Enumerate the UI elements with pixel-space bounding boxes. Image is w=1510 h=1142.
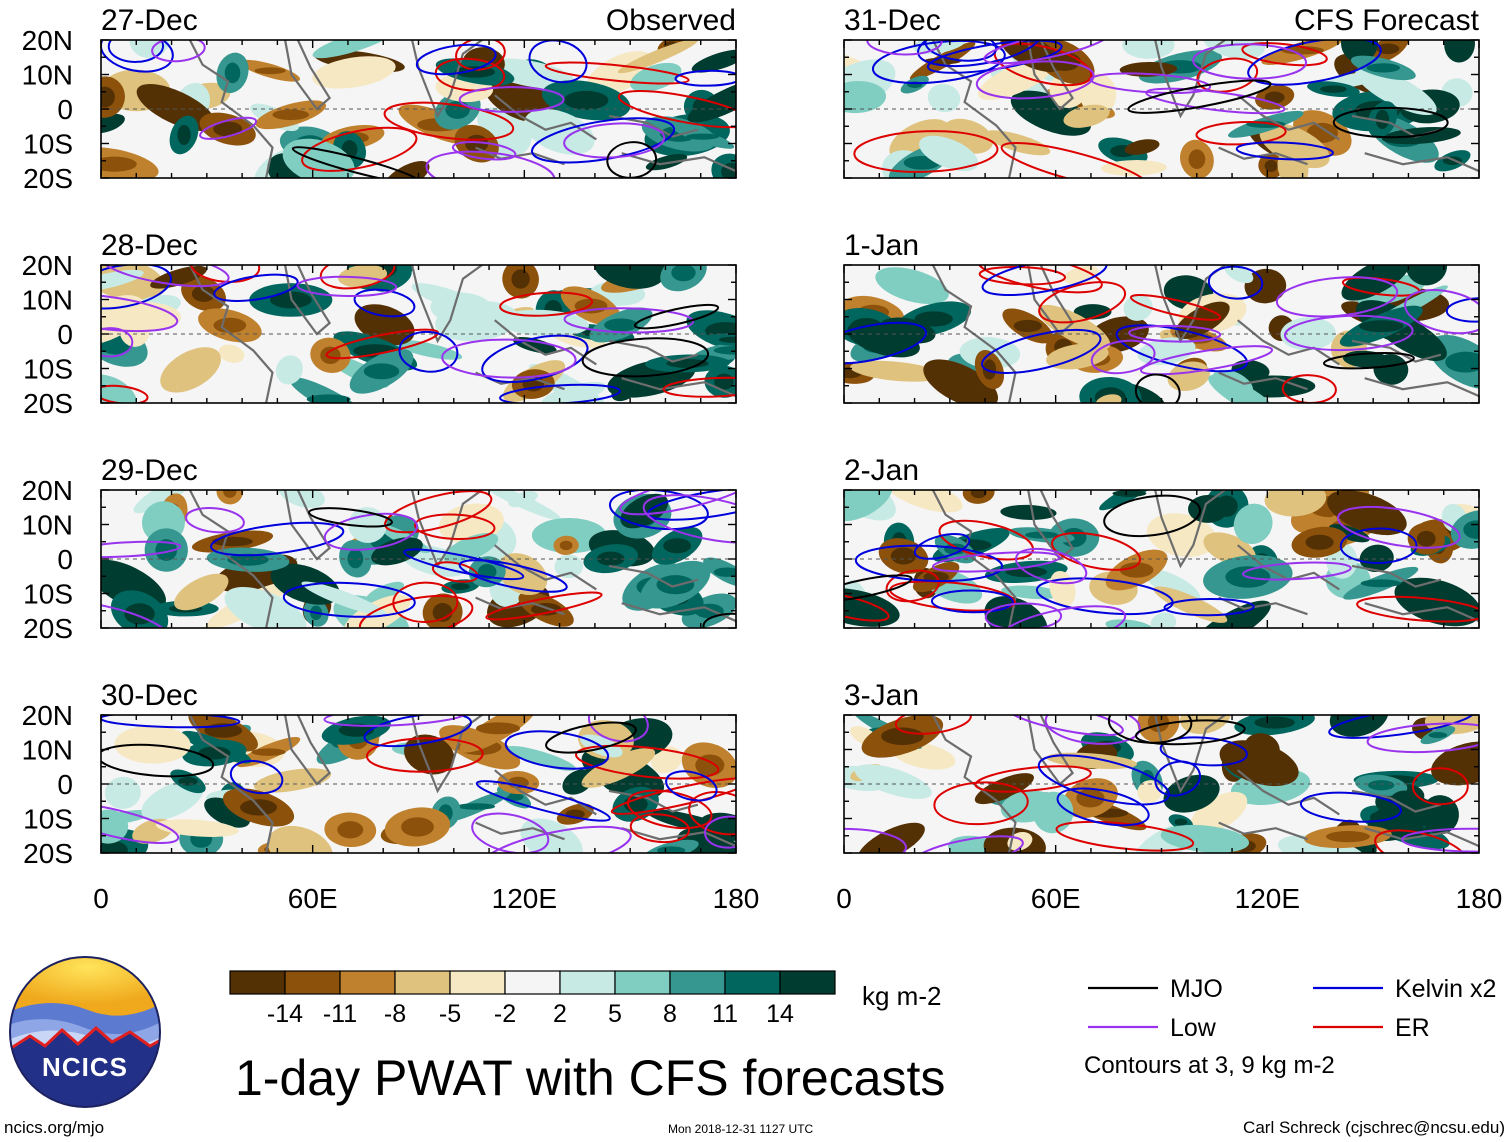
y-tick-label: 10S: [23, 804, 73, 835]
y-tick-label: 20S: [23, 838, 73, 869]
colorbar-tick-label: -5: [439, 1000, 461, 1028]
panel-date: 29-Dec: [101, 454, 198, 487]
colorbar-swatch: [284, 970, 341, 995]
y-tick-label: 20S: [23, 613, 73, 644]
y-tick-label: 20N: [22, 475, 73, 506]
y-tick-label: 20S: [23, 388, 73, 419]
ncics-logo: NCICS: [9, 956, 161, 1108]
footer-site: ncics.org/mjo: [4, 1118, 104, 1137]
x-tick-label: 180: [1456, 883, 1503, 914]
colorbar-tick-label: 11: [712, 1000, 738, 1028]
x-tick-label: 60E: [288, 883, 338, 914]
y-tick-label: 0: [57, 94, 73, 125]
footer-timestamp: Mon 2018-12-31 1127 UTC: [668, 1122, 814, 1136]
y-tick-label: 10S: [23, 354, 73, 385]
legend-item: MJO: [1088, 975, 1223, 1003]
x-tick-label: 120E: [492, 883, 557, 914]
colorbar-swatch: [614, 970, 671, 995]
contour-note: Contours at 3, 9 kg m-2: [1084, 1052, 1335, 1079]
y-tick-label: 20N: [22, 250, 73, 281]
y-tick-label: 20N: [22, 25, 73, 56]
footer-credit: Carl Schreck (cjschrec@ncsu.edu): [1243, 1118, 1505, 1137]
map-panel: 31-Dec: [843, 4, 1480, 179]
colorbar-tick-label: 8: [663, 1000, 677, 1028]
x-tick-label: 60E: [1031, 883, 1081, 914]
logo-text: NCICS: [42, 1052, 128, 1082]
colorbar-swatch: [779, 970, 836, 995]
colorbar-swatch: [504, 970, 561, 995]
x-tick-label: 180: [713, 883, 760, 914]
colorbar-tick-label: -2: [494, 1000, 516, 1028]
panel-date: 1-Jan: [844, 229, 919, 262]
panel-grid: Observed27-Dec20N10N010S20S28-Dec20N10N0…: [22, 4, 1503, 914]
legend-item: ER: [1313, 1014, 1430, 1042]
column-header: CFS Forecast: [1294, 4, 1480, 37]
legend-label: ER: [1395, 1014, 1430, 1042]
colorbar-tick-label: 2: [553, 1000, 567, 1028]
panel-date: 28-Dec: [101, 229, 198, 262]
legend-label: Low: [1170, 1014, 1217, 1042]
y-tick-label: 10N: [22, 510, 73, 541]
x-tick-label: 120E: [1235, 883, 1300, 914]
y-tick-label: 20S: [23, 163, 73, 194]
legend-label: Kelvin x2: [1395, 975, 1496, 1003]
legend-label: MJO: [1170, 975, 1223, 1003]
y-tick-label: 10N: [22, 285, 73, 316]
colorbar-tick-label: -11: [323, 1000, 357, 1028]
panel-date: 3-Jan: [844, 679, 919, 712]
colorbar-swatch: [669, 970, 726, 995]
legend-item: Low: [1088, 1014, 1217, 1042]
colorbar-tick-label: 5: [608, 1000, 622, 1028]
colorbar-swatch: [229, 970, 286, 995]
colorbar-tick-label: -8: [384, 1000, 406, 1028]
colorbar-swatch: [724, 970, 781, 995]
panel-date: 31-Dec: [844, 4, 941, 37]
map-panel: 1-Jan: [843, 229, 1480, 404]
panel-date: 2-Jan: [844, 454, 919, 487]
map-panel: 3-Jan: [843, 679, 1480, 854]
y-tick-label: 20N: [22, 700, 73, 731]
colorbar-swatch: [449, 970, 506, 995]
colorbar-swatch: [559, 970, 616, 995]
y-tick-label: 0: [57, 769, 73, 800]
panel-date: 30-Dec: [101, 679, 198, 712]
y-tick-label: 0: [57, 319, 73, 350]
x-tick-label: 0: [93, 883, 109, 914]
x-tick-label: 0: [836, 883, 852, 914]
y-tick-label: 10S: [23, 129, 73, 160]
legend-item: Kelvin x2: [1313, 975, 1496, 1003]
y-tick-label: 10N: [22, 60, 73, 91]
column-header: Observed: [606, 4, 736, 37]
y-tick-label: 10S: [23, 579, 73, 610]
y-tick-label: 10N: [22, 735, 73, 766]
colorbar-swatch: [394, 970, 451, 995]
colorbar-tick-label: -14: [267, 1000, 303, 1028]
map-panel: 2-Jan: [843, 454, 1480, 629]
legend: MJO Kelvin x2 Low ER: [1088, 975, 1496, 1042]
colorbar-units: kg m-2: [862, 981, 941, 1011]
y-tick-label: 0: [57, 544, 73, 575]
colorbar: -14 -11 -8 -5 -2 2 5 8 11 14 kg m-2: [229, 970, 941, 1028]
colorbar-tick-label: 14: [766, 1000, 794, 1028]
panel-date: 27-Dec: [101, 4, 198, 37]
colorbar-swatch: [339, 970, 396, 995]
figure-title: 1-day PWAT with CFS forecasts: [235, 1050, 945, 1106]
